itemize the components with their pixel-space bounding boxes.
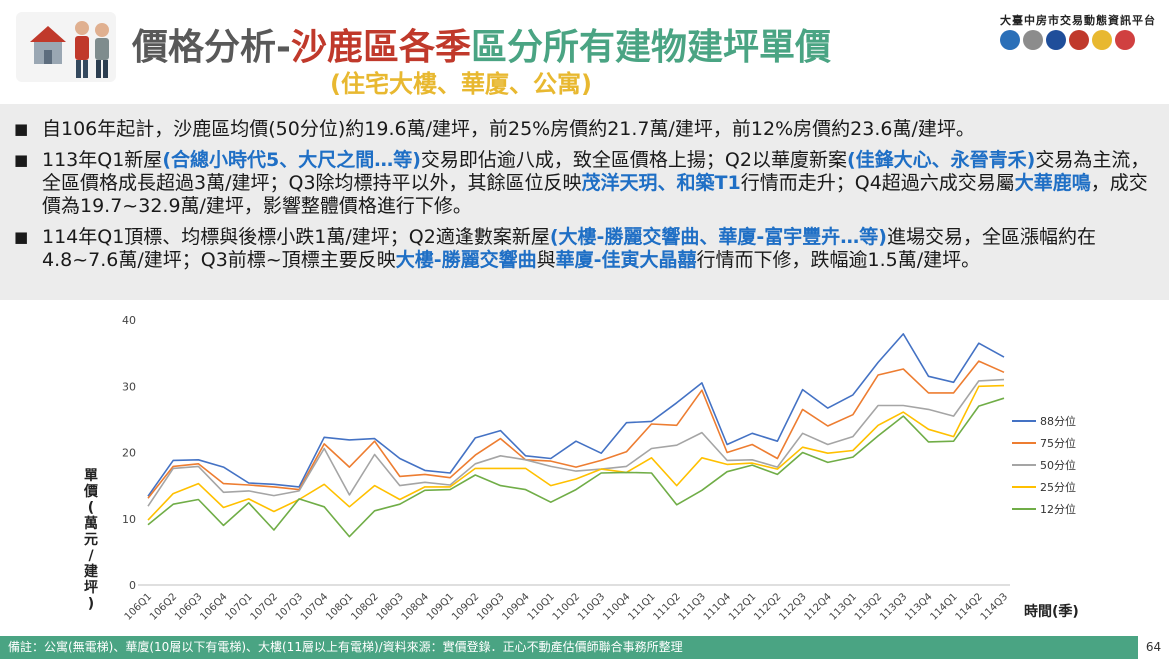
highlight-text: (合總小時代5、大尺之間…等)	[162, 149, 421, 171]
bullet-1: ■ 自106年起計，沙鹿區均價(50分位)約19.6萬/建坪，前25%房價約21.…	[14, 118, 1164, 141]
summary-box: ■ 自106年起計，沙鹿區均價(50分位)約19.6萬/建坪，前25%房價約21.…	[0, 104, 1169, 300]
x-axis-label: 時間(季)	[1024, 604, 1079, 620]
x-tick-label: 111Q4	[702, 591, 733, 622]
highlight-text: 華廈-佳寅大晶囍	[555, 249, 697, 271]
x-tick-label: 108Q1	[324, 591, 355, 622]
x-tick-label: 114Q1	[928, 591, 959, 622]
series-line	[147, 378, 1005, 507]
bullet-text: 114年Q1頂標、均標與後標小跌1萬/建坪；Q2適逢數案新屋(大樓-勝麗交響曲、…	[42, 226, 1162, 272]
bullet-segment: 行情而下修，跌幅逾1.5萬/建坪。	[696, 249, 981, 271]
bullet-segment: 與	[536, 249, 556, 271]
x-tick-label: 106Q3	[173, 591, 204, 622]
x-tick-label: 106Q1	[123, 591, 154, 622]
partner-logos	[1000, 30, 1135, 50]
x-tick-label: 112Q4	[803, 591, 834, 622]
x-tick-label: 113Q3	[878, 591, 909, 622]
emblem-logo-icon	[1023, 30, 1043, 50]
x-tick-label: 110Q4	[601, 591, 632, 622]
x-tick-label: 109Q3	[475, 591, 506, 622]
legend-label: 25分位	[1040, 480, 1076, 494]
x-tick-label: 113Q2	[853, 591, 884, 622]
house-logo-icon	[1115, 30, 1135, 50]
y-tick-label: 20	[122, 447, 136, 460]
series-line	[147, 397, 1005, 538]
x-tick-label: 106Q2	[148, 591, 179, 622]
bullet-square-icon: ■	[14, 228, 29, 246]
x-tick-label: 107Q1	[223, 591, 254, 622]
bullet-segment: 114年Q1頂標、均標與後標小跌1萬/建坪；Q2適逢數案新屋	[42, 226, 550, 248]
x-tick-label: 114Q3	[979, 591, 1010, 622]
bullet-segment: 交易為主流，全區價格成長超過3萬/建坪；Q3除均標持平以外，其餘區位反映	[42, 149, 1150, 194]
y-tick-label: 30	[122, 380, 136, 393]
x-tick-label: 112Q3	[777, 591, 808, 622]
header: 價格分析-沙鹿區各季區分所有建物建坪單價 (住宅大樓、華廈、公寓) 大臺中房市交…	[0, 0, 1169, 104]
page-subtitle: (住宅大樓、華廈、公寓)	[330, 70, 592, 98]
legend-label: 88分位	[1040, 414, 1076, 428]
page-number: 64	[1145, 640, 1162, 654]
x-tick-label: 108Q4	[400, 591, 431, 622]
x-tick-label: 106Q4	[198, 591, 229, 622]
people-house-illustration	[16, 12, 116, 82]
price-line-chart: 010203040106Q1106Q2106Q3106Q4107Q1107Q21…	[122, 314, 1076, 623]
x-tick-label: 113Q4	[903, 591, 934, 622]
x-tick-label: 113Q1	[828, 591, 859, 622]
x-tick-label: 109Q2	[450, 591, 481, 622]
highlight-text: 大華鹿鳴	[1014, 172, 1091, 194]
x-tick-label: 108Q2	[349, 591, 380, 622]
x-tick-label: 110Q3	[576, 591, 607, 622]
x-tick-label: 111Q2	[651, 591, 682, 622]
x-tick-label: 109Q1	[425, 591, 456, 622]
red-logo-icon	[1069, 30, 1089, 50]
title-part1: 價格分析-	[132, 27, 291, 68]
x-tick-label: 107Q3	[274, 591, 305, 622]
bullet-segment: 交易即佔逾八成，致全區價格上揚；Q2以華廈新案	[420, 149, 847, 171]
bullet-segment: 113年Q1新屋	[42, 149, 163, 171]
title-part3: 區分所有建物建坪單價	[470, 27, 831, 68]
page-title: 價格分析-沙鹿區各季區分所有建物建坪單價	[132, 18, 831, 70]
highlight-text: 茂洋天玥、和築T1	[581, 172, 741, 194]
x-tick-label: 109Q4	[500, 591, 531, 622]
x-tick-label: 111Q1	[626, 591, 657, 622]
series-line	[147, 384, 1005, 521]
highlight-text: (佳鋒大心、永晉青禾)	[846, 149, 1036, 171]
y-axis-label: 單價(萬元 / 建坪)	[84, 468, 98, 612]
bullet-2: ■ 113年Q1新屋(合總小時代5、大尺之間…等)交易即佔逾八成，致全區價格上揚；…	[14, 149, 1164, 218]
bullet-segment: 行情而走升；Q4超過六成交易屬	[740, 172, 1015, 194]
x-tick-label: 107Q2	[249, 591, 280, 622]
tuda-logo-icon	[1000, 30, 1020, 50]
bullet-text: 自106年起計，沙鹿區均價(50分位)約19.6萬/建坪，前25%房價約21.7…	[42, 118, 1162, 141]
x-tick-label: 108Q3	[375, 591, 406, 622]
legend-label: 75分位	[1040, 436, 1076, 450]
y-tick-label: 40	[122, 314, 136, 327]
legend-label: 12分位	[1040, 502, 1076, 516]
footer-note: 備註：公寓(無電梯)、華廈(10層以下有電梯)、大樓(11層以上有電梯)/資料來…	[0, 636, 1138, 659]
bullet-3: ■ 114年Q1頂標、均標與後標小跌1萬/建坪；Q2適逢數案新屋(大樓-勝麗交響曲…	[14, 226, 1164, 272]
bullet-square-icon: ■	[14, 120, 29, 138]
x-tick-label: 112Q1	[727, 591, 758, 622]
highlight-text: (大樓-勝麗交響曲、華廈-富宇豐卉…等)	[549, 226, 887, 248]
x-tick-label: 110Q2	[551, 591, 582, 622]
diamond-logo-icon	[1092, 30, 1112, 50]
x-tick-label: 112Q2	[752, 591, 783, 622]
highlight-text: 大樓-勝麗交響曲	[395, 249, 537, 271]
x-tick-label: 107Q4	[299, 591, 330, 622]
seal-logo-icon	[1046, 30, 1066, 50]
series-line	[147, 333, 1005, 497]
y-tick-label: 10	[122, 513, 136, 526]
bullet-segment: 進場交易，全區漲幅約在4.8~7.6萬/建坪；Q3前標~頂標主要反映	[42, 226, 1096, 271]
title-part2: 沙鹿區各季	[290, 27, 471, 68]
legend-label: 50分位	[1040, 458, 1076, 472]
series-line	[147, 360, 1005, 499]
bullet-square-icon: ■	[14, 151, 29, 169]
x-tick-label: 110Q1	[526, 591, 557, 622]
bullet-text: 113年Q1新屋(合總小時代5、大尺之間…等)交易即佔逾八成，致全區價格上揚；Q…	[42, 149, 1162, 218]
bullet-segment: 自106年起計，沙鹿區均價(50分位)約19.6萬/建坪，前25%房價約21.7…	[42, 118, 975, 140]
x-tick-label: 111Q3	[677, 591, 708, 622]
y-tick-label: 0	[129, 579, 136, 592]
x-tick-label: 114Q2	[954, 591, 985, 622]
bullet-segment: ，成交價為19.7~32.9萬/建坪，影響整體價格進行下修。	[42, 172, 1148, 217]
platform-name: 大臺中房市交易動態資訊平台	[1000, 14, 1156, 27]
